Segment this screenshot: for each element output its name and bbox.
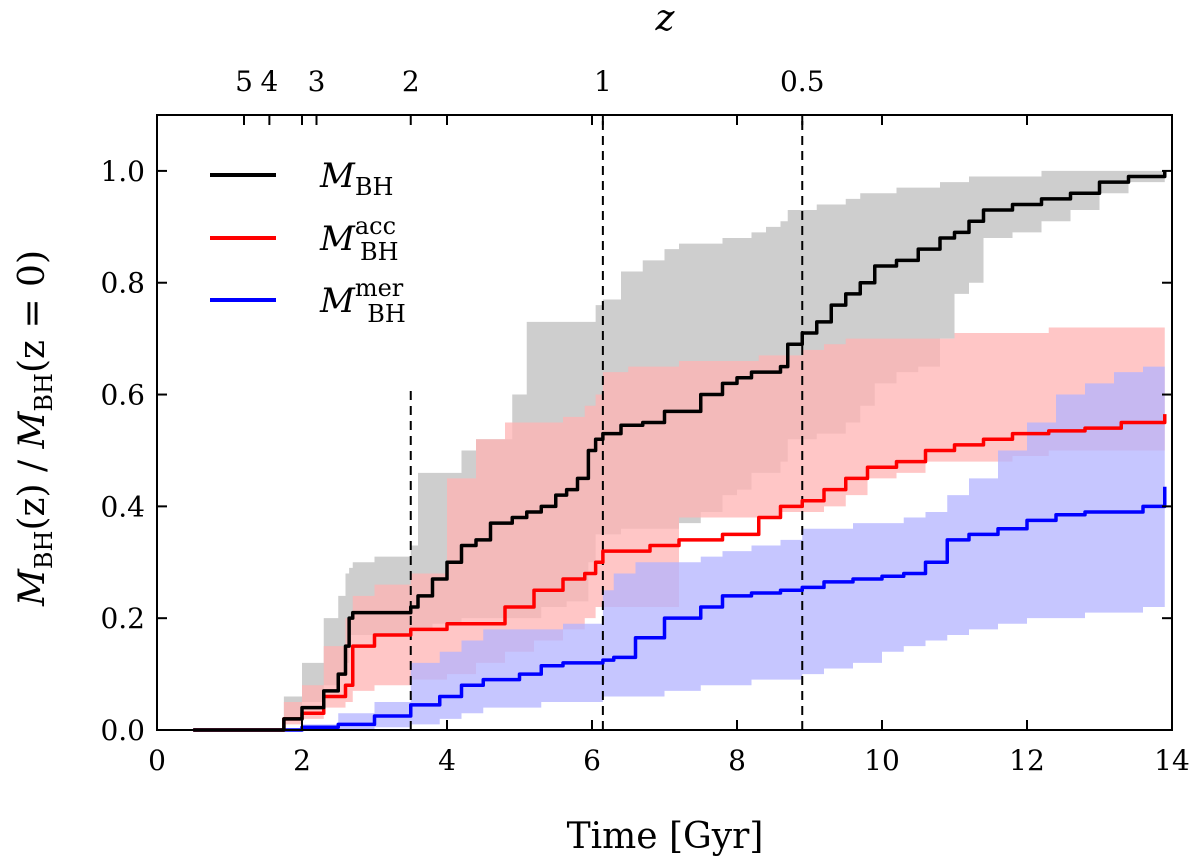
- y-axis-label: MBH(z) / MBH(z = 0): [12, 250, 58, 607]
- x-tick-label: 2: [293, 744, 311, 777]
- series-line-mbh: [193, 170, 1167, 732]
- top-tick-label: 0.5: [780, 65, 825, 98]
- x-axis-label: Time [Gyr]: [567, 816, 764, 857]
- top-tick-label: 3: [308, 65, 326, 98]
- plot-frame: [156, 114, 1173, 731]
- top-axis-ticks: 5 4 3 2 1 0.5: [235, 65, 825, 125]
- y-tick-label: 1.0: [100, 155, 145, 188]
- x-tick-label: 14: [1154, 744, 1190, 777]
- y-tick-label: 0.6: [100, 379, 145, 412]
- x-tick-label: 4: [438, 744, 456, 777]
- x-tick-label: 6: [583, 744, 601, 777]
- y-axis-ticks: 0.0 0.2 0.4 0.6 0.8 1.0: [100, 155, 1172, 747]
- legend-label-mer: Mmer BH: [319, 274, 406, 328]
- top-tick-label: 2: [402, 65, 420, 98]
- x-tick-label: 12: [1009, 744, 1045, 777]
- y-tick-label: 0.4: [100, 490, 145, 523]
- top-axis-label: z: [655, 0, 676, 39]
- series-line-mer: [193, 486, 1167, 732]
- x-tick-label: 0: [148, 744, 166, 777]
- band-mer: [193, 361, 1165, 730]
- legend-label-acc: Macc BH: [319, 212, 399, 266]
- series-line-acc: [193, 414, 1167, 732]
- x-axis-ticks: 0 2 4 6 8 10 12 14: [148, 115, 1190, 777]
- y-tick-label: 0.2: [100, 602, 145, 635]
- legend-label-mbh: MBH: [319, 156, 393, 201]
- y-tick-label: 0.8: [100, 267, 145, 300]
- legend: MBH Macc BH Mmer BH: [210, 156, 406, 328]
- redshift-guide-lines: [409, 115, 804, 730]
- top-tick-label: 1: [594, 65, 612, 98]
- top-tick-label: 5: [235, 65, 253, 98]
- x-tick-label: 10: [864, 744, 900, 777]
- x-tick-label: 8: [728, 744, 746, 777]
- y-tick-label: 0.0: [100, 714, 145, 747]
- series-lines: [193, 170, 1167, 732]
- top-tick-label: 4: [260, 65, 278, 98]
